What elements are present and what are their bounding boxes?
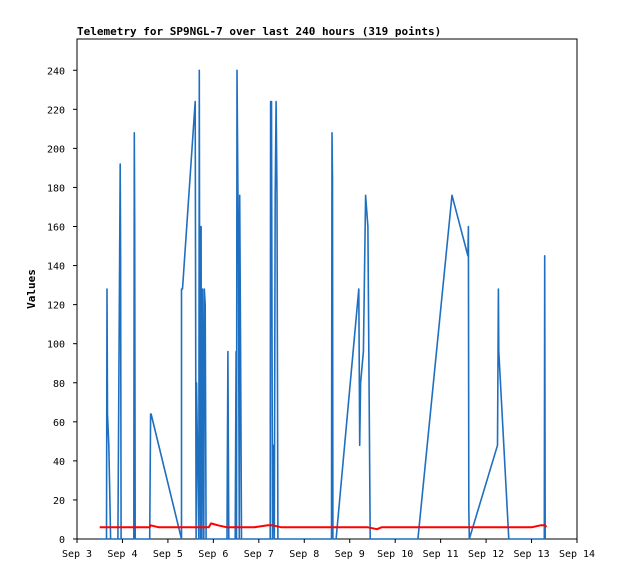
y-tick-label: 120 — [47, 301, 65, 312]
x-tick-label: Sep 8 — [289, 549, 319, 560]
y-tick-label: 180 — [47, 183, 65, 194]
series-1-line — [99, 69, 547, 540]
y-tick-label: 40 — [53, 457, 65, 468]
x-tick-label: Sep 7 — [244, 549, 274, 560]
x-tick-label: Sep 3 — [62, 549, 92, 560]
x-tick-label: Sep 10 — [377, 549, 413, 560]
y-tick-label: 60 — [53, 418, 65, 429]
x-tick-label: Sep 5 — [153, 549, 183, 560]
x-tick-label: Sep 9 — [335, 549, 365, 560]
y-tick-label: 0 — [59, 535, 65, 546]
series-2-line — [99, 522, 548, 531]
y-tick-label: 80 — [53, 379, 65, 390]
x-tick-label: Sep 12 — [468, 549, 504, 560]
x-tick-label: Sep 13 — [513, 549, 549, 560]
x-tick-label: Sep 14 — [559, 549, 595, 560]
y-tick-label: 240 — [47, 66, 65, 77]
series-group — [99, 69, 548, 540]
y-axis: 0 20 40 60 80 100 120 140 160 180 200 220 240 — [47, 66, 77, 546]
x-tick-label: Sep 4 — [107, 549, 137, 560]
y-tick-label: 200 — [47, 144, 65, 155]
x-axis: Sep 3 Sep 4 Sep 5 Sep 6 Sep 7 Sep 8 Sep 9 Sep 1… — [62, 539, 595, 560]
y-tick-label: 220 — [47, 105, 65, 116]
y-tick-label: 100 — [47, 340, 65, 351]
x-tick-label: Sep 6 — [198, 549, 228, 560]
x-tick-label: Sep 11 — [423, 549, 459, 560]
y-tick-label: 140 — [47, 262, 65, 273]
y-axis-label: Values — [25, 269, 38, 309]
y-tick-label: 20 — [53, 496, 65, 507]
chart-title: Telemetry for SP9NGL-7 over last 240 hou… — [77, 25, 441, 38]
y-tick-label: 160 — [47, 223, 65, 234]
